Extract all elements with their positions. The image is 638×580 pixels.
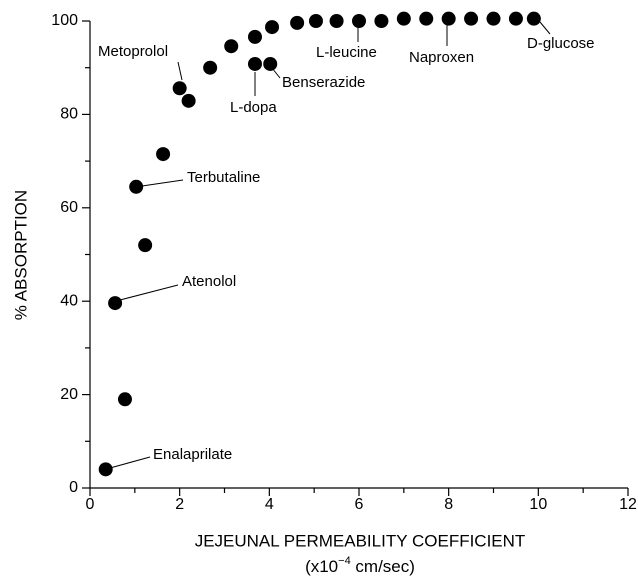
units-exponent: −4	[338, 555, 351, 567]
point	[117, 392, 132, 407]
point	[172, 81, 187, 96]
point	[181, 93, 196, 108]
annotation: L-leucine	[316, 44, 377, 61]
point	[526, 11, 541, 26]
point	[308, 14, 323, 28]
y-tick-label: 60	[60, 199, 78, 216]
point	[247, 56, 262, 71]
x-tick-label: 4	[265, 496, 274, 513]
point	[108, 296, 123, 311]
y-tick-label: 80	[60, 106, 78, 123]
units-part: cm/sec)	[351, 557, 415, 576]
annotation: Metoprolol	[98, 43, 168, 60]
annotation: L-dopa	[230, 99, 277, 116]
y-tick-label: 20	[60, 386, 78, 403]
leader-line	[109, 456, 151, 469]
point	[352, 14, 366, 28]
y-tick-label: 100	[51, 12, 78, 29]
point	[441, 11, 456, 26]
point	[374, 14, 389, 28]
x-tick-label: 2	[175, 496, 184, 513]
x-tick-label: 0	[86, 496, 95, 513]
point	[129, 179, 144, 194]
units-part: (x10	[305, 557, 338, 576]
annotation: D-glucose	[527, 35, 595, 52]
annotation: Terbutaline	[187, 169, 260, 186]
leader-line	[271, 67, 281, 79]
annotation: Naproxen	[409, 49, 474, 66]
annotation: Enalaprilate	[153, 446, 232, 463]
point	[247, 29, 262, 44]
annotation: Benserazide	[282, 74, 365, 91]
point	[138, 238, 153, 253]
point	[156, 147, 171, 162]
x-tick-label: 6	[355, 496, 364, 513]
point	[263, 56, 278, 71]
x-tick-label: 8	[444, 496, 453, 513]
x-tick-label: 10	[529, 496, 547, 513]
leader-line	[119, 284, 179, 301]
y-axis-label: % ABSORPTION	[11, 190, 30, 320]
point	[464, 11, 479, 26]
point	[486, 11, 501, 26]
leader-line	[177, 61, 183, 81]
point	[224, 39, 239, 54]
point	[508, 11, 523, 26]
leader-line	[141, 179, 184, 187]
x-axis-label: JEJEUNAL PERMEABILITY COEFFICIENT	[195, 531, 526, 550]
point	[419, 11, 434, 26]
point	[290, 15, 305, 30]
x-axis-units: (x10−4 cm/sec)	[305, 555, 415, 577]
point	[329, 14, 344, 28]
point	[98, 462, 113, 477]
leader-line	[539, 21, 551, 35]
y-tick-label: 0	[69, 479, 78, 496]
y-tick-label: 40	[60, 292, 78, 309]
point	[203, 60, 218, 75]
point	[396, 11, 411, 26]
annotation: Atenolol	[182, 273, 236, 290]
point	[265, 20, 280, 35]
x-tick-label: 12	[619, 496, 637, 513]
